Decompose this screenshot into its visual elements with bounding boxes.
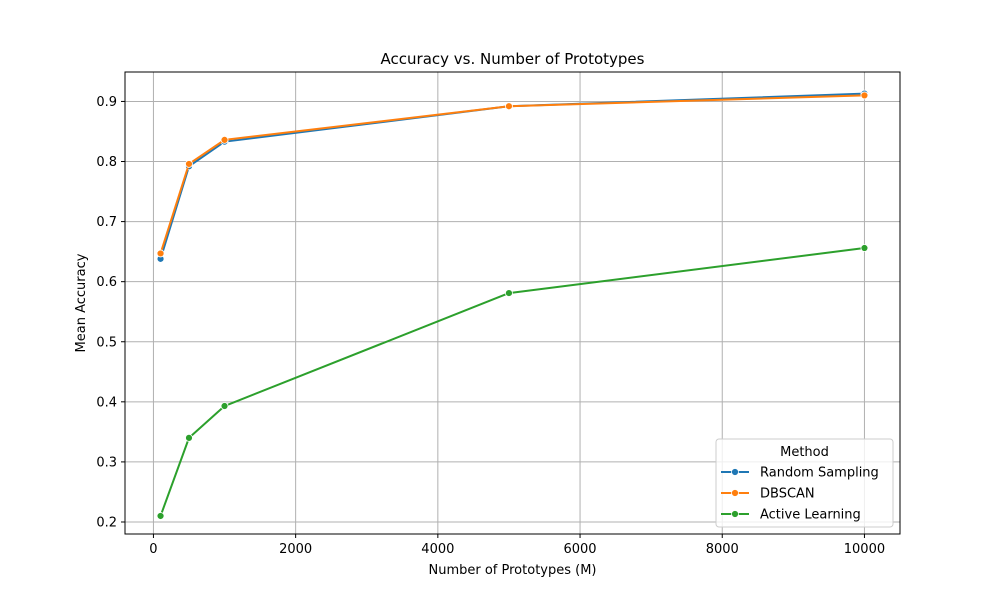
y-tick-label: 0.7 xyxy=(96,215,117,230)
y-tick-label: 0.4 xyxy=(96,395,117,410)
series-layer xyxy=(156,89,869,520)
x-tick-label: 10000 xyxy=(844,542,885,557)
y-tick-label: 0.8 xyxy=(96,155,117,170)
data-point xyxy=(156,512,165,520)
series-random-sampling xyxy=(156,89,869,263)
data-point xyxy=(220,402,229,410)
x-tick-label: 4000 xyxy=(421,542,454,557)
x-axis-label: Number of Prototypes (M) xyxy=(429,563,597,578)
series-active-learning xyxy=(156,244,869,520)
legend-title: Method xyxy=(780,445,829,460)
legend-label: Active Learning xyxy=(760,508,861,523)
x-tick-label: 0 xyxy=(149,542,157,557)
series-dbscan xyxy=(156,91,869,258)
legend-box xyxy=(715,438,894,528)
data-point xyxy=(156,249,165,258)
y-tick-label: 0.9 xyxy=(96,95,117,110)
y-tick-label: 0.2 xyxy=(96,515,117,530)
x-axis: 0 2000 4000 6000 8000 10000 xyxy=(149,534,885,557)
series-line xyxy=(159,94,865,254)
legend-entry: DBSCAN xyxy=(721,487,815,502)
y-tick-label: 0.3 xyxy=(96,455,117,470)
data-point xyxy=(505,289,513,297)
legend-items: Random Sampling DBSCAN Active Learning xyxy=(721,466,879,523)
legend-entry: Random Sampling xyxy=(721,466,879,481)
data-point xyxy=(860,244,869,252)
legend-marker xyxy=(731,510,739,518)
plot-frame xyxy=(124,71,901,535)
legend: Method Random Sampling DBSCAN Active Learn… xyxy=(715,438,894,528)
data-point xyxy=(185,433,193,442)
x-tick-label: 2000 xyxy=(279,542,312,557)
x-tick-label: 8000 xyxy=(706,542,739,557)
y-axis-label: Mean Accuracy xyxy=(74,253,89,352)
legend-label: Random Sampling xyxy=(760,466,879,481)
y-tick-label: 0.6 xyxy=(96,275,117,290)
data-point xyxy=(185,160,193,168)
series-line xyxy=(159,92,865,260)
data-point xyxy=(220,135,229,144)
legend-marker xyxy=(731,489,739,497)
data-point xyxy=(505,102,513,111)
legend-entry: Active Learning xyxy=(721,508,861,523)
y-tick-label: 0.5 xyxy=(96,335,117,350)
legend-label: DBSCAN xyxy=(760,487,815,502)
y-axis: 0.2 0.3 0.4 0.5 0.6 0.7 0.8 0.9 xyxy=(96,95,125,530)
legend-marker xyxy=(731,468,739,476)
grid xyxy=(125,72,900,534)
chart-title: Accuracy vs. Number of Prototypes xyxy=(381,50,645,68)
x-tick-label: 6000 xyxy=(563,542,596,557)
data-point xyxy=(860,91,869,100)
